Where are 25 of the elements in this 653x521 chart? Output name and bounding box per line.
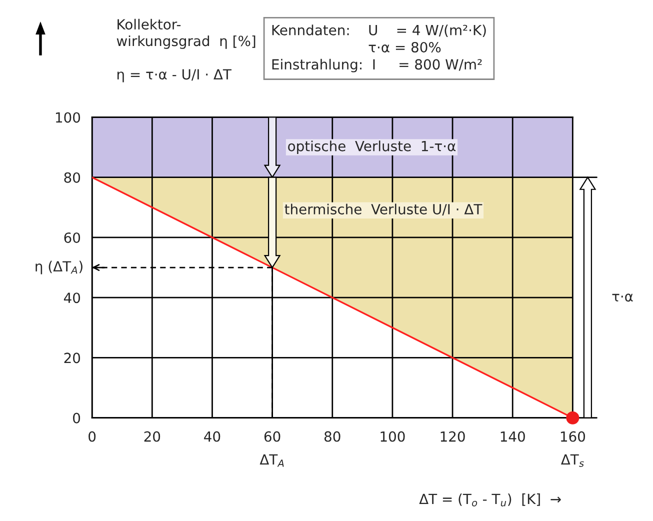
ref-line-label: η (ΔT$_{A}$)	[36, 260, 82, 274]
x-tick-label: 0	[88, 431, 96, 442]
text: Kenndaten: U = 4 W/(m²·K) τ·α = 80% Einstrahlung: I = 800 W/m²	[272, 24, 486, 72]
y-tick-label: 100	[56, 112, 80, 123]
annotation: ΔT$_{s}$	[560, 454, 584, 467]
x-tick-label: 140	[500, 431, 525, 442]
x-tick-label: 100	[380, 431, 405, 442]
x-tick-label: 60	[264, 431, 280, 442]
y-tick-label: 60	[64, 232, 80, 243]
x-tick-label: 160	[560, 431, 586, 442]
annotation: τ·α	[612, 294, 633, 302]
y-axis-title: Kollektor- wirkungsgrad η [%]	[116, 18, 256, 49]
y-tick-label: 20	[64, 352, 80, 364]
y-tick-label: 0	[73, 412, 80, 424]
y-tick-label: 40	[64, 292, 80, 304]
x-tick-label: 20	[144, 431, 160, 442]
x-tick-label: 40	[204, 431, 220, 442]
text: η = τ·α - U/I · ΔT	[117, 69, 232, 82]
annotation: thermische Verluste U/I · ΔT	[284, 204, 482, 216]
x-tick-label: 120	[440, 431, 465, 442]
ref-line-label: ΔT$_{A}$	[260, 454, 284, 467]
x-axis-title: ΔT = (T$_{o}$ - T$_{u}$) [K] →	[419, 493, 561, 506]
x-tick-label: 80	[324, 431, 340, 442]
y-tick-label: 80	[64, 172, 80, 183]
band-label: optische Verluste 1-τ·α	[288, 140, 456, 154]
